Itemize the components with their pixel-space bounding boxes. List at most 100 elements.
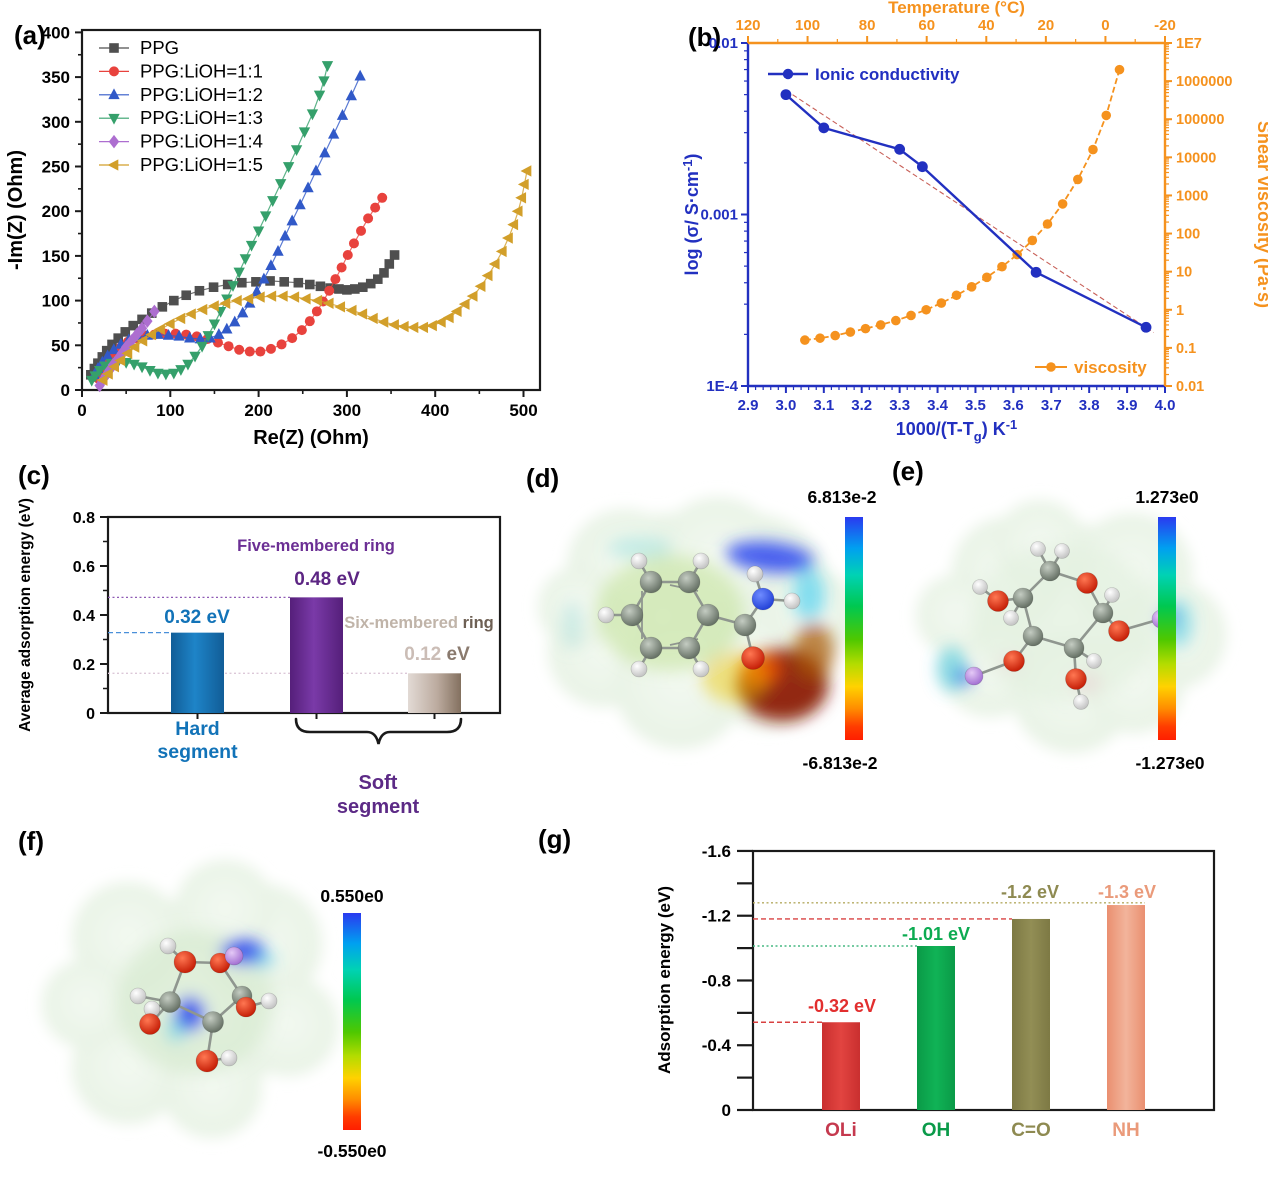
panel-e-atom-H (1003, 610, 1019, 626)
panel-d-atom-N (751, 587, 775, 611)
panel-e-colorbar-max: 1.273e0 (1135, 487, 1199, 507)
b-top-tick: 80 (859, 17, 876, 34)
b-ytick-right: 1E7 (1176, 36, 1202, 52)
panel-f-atom-H (220, 1049, 238, 1067)
panel-d-colorbar: 6.813e-2 -6.813e-2 (803, 487, 878, 773)
a-xtick: 200 (244, 401, 272, 420)
a-ytick: 150 (42, 247, 70, 266)
panel-f-atom-Li (224, 946, 244, 966)
a-xtick: 100 (156, 401, 184, 420)
b-series-viscosity (800, 64, 1125, 345)
panel-e-atom-C (1012, 587, 1034, 609)
esp-map-sugar-oli: 1.273e0 -1.273e0 (916, 487, 1226, 773)
c-bars (171, 597, 461, 713)
g-guide-lines (753, 902, 1145, 1023)
b-xtick: 2.9 (738, 397, 759, 414)
panel-f-atom-O (139, 1013, 161, 1035)
panel-d-atom-C (677, 570, 701, 594)
panel-a-label: (a) (14, 20, 46, 50)
a-ytick: 50 (51, 336, 70, 355)
g-ylabel: Adsorption energy (eV) (655, 886, 674, 1074)
c-brace-label: Soft (359, 772, 398, 794)
g-bars (822, 905, 1145, 1110)
panel-f-label: (f) (18, 826, 44, 856)
a-series-PPG:LiOH=1:5 (96, 165, 532, 386)
panel-f-atom-O (173, 950, 197, 974)
a-xtick: 400 (421, 401, 449, 420)
b-top-label: Temperature (°C) (888, 0, 1025, 17)
b-xtick: 3.8 (1079, 397, 1100, 414)
c-ytick: 0.8 (73, 510, 95, 527)
panel-f-atom-C (202, 1011, 224, 1033)
a-xtick: 300 (333, 401, 361, 420)
b-ytick-left: 0.01 (709, 35, 738, 52)
b-xtick: 3.5 (965, 397, 986, 414)
a-xtick: 500 (509, 401, 537, 420)
b-legend-viscosity: viscosity (1035, 358, 1147, 377)
g-ytick: -1.2 (702, 907, 731, 926)
g-category-NH: NH (1112, 1120, 1139, 1141)
a-ytick: 0 (61, 381, 70, 400)
panel-e-atom-H (1086, 653, 1102, 669)
g-category-C=O: C=O (1011, 1120, 1051, 1141)
panel-f-colorbar: 0.550e0 -0.550e0 (317, 886, 386, 1161)
g-ytick: -0.8 (702, 971, 731, 990)
panel-f-atom-H (129, 987, 147, 1005)
g-value-OH: -1.01 eV (902, 924, 970, 944)
b-ytick-right: 10 (1176, 265, 1192, 281)
g-bar-OLi (822, 1022, 860, 1110)
nyquist-plot: 0 100 200 300 400 500 0 50 100 150 200 250 300 350 400… (5, 23, 542, 449)
panel-d-atom-H (692, 552, 710, 570)
b-ytick-left: 1E-4 (706, 378, 738, 395)
b-xtick: 3.1 (813, 397, 834, 414)
c-annotations: 0.32 eV 0.48 eV 0.12 eV Five-membered ring S… (157, 537, 493, 818)
a-ytick: 350 (42, 68, 70, 87)
panel-e-atoms (964, 541, 1171, 710)
c-ytick: 0.2 (73, 657, 95, 674)
avg-adsorption-energy-bar-chart: 0 0.2 0.4 0.6 0.8 Average adsorption energy (… (17, 498, 502, 818)
a-legend-label: PPG:LiOH=1:2 (140, 84, 263, 105)
b-ylabel-right: Shear viscosity (Pa·s) (1254, 121, 1268, 308)
b-ytick-right: 10000 (1176, 150, 1216, 166)
a-xtick: 0 (77, 401, 86, 420)
panel-d-atoms (597, 552, 801, 678)
b-top-tick: 100 (795, 17, 820, 34)
a-xlabel: Re(Z) (Ohm) (253, 427, 369, 449)
panel-f-atom-H (159, 937, 177, 955)
panel-f-atoms (129, 937, 278, 1073)
a-legend-label: PPG:LiOH=1:1 (140, 60, 263, 81)
c-brace (294, 717, 463, 745)
b-top-tick: 60 (918, 17, 935, 34)
panel-f-atom-C (159, 991, 181, 1013)
panel-e-label: (e) (892, 456, 924, 486)
panel-d-atom-H (630, 660, 648, 678)
b-xtick: 3.2 (851, 397, 872, 414)
c-category-hard: Hard (175, 718, 219, 740)
a-legend-label: PPG:LiOH=1:4 (140, 131, 263, 152)
panel-f-atom-H (260, 992, 278, 1010)
panel-d-atom-C (677, 636, 701, 660)
panel-d-esp-patches (562, 537, 834, 721)
conductivity-viscosity-plot: 2.9 3.0 3.1 3.2 3.3 3.4 3.5 3.6 3.7 3.8 3.9 4.01000… (680, 0, 1268, 444)
g-bar-NH (1107, 905, 1145, 1110)
b-legend-label: Ionic conductivity (815, 65, 960, 84)
adsorption-energy-bar-chart: 0 -0.4 -0.8 -1.2 -1.6 Adsorption energy (eV) -… (655, 842, 1216, 1141)
b-ytick-right: 1000 (1176, 188, 1208, 204)
c-ytick: 0.6 (73, 559, 95, 576)
panel-d-atom-C (620, 603, 644, 627)
b-legend-conductivity: Ionic conductivity (768, 65, 960, 84)
g-ytick: -1.6 (702, 842, 731, 861)
panel-f-esp-patches (117, 930, 275, 1074)
a-series-PPG:LiOH=1:3 (86, 61, 334, 387)
panel-f-atom-O (195, 1049, 219, 1073)
c-ytick: 0 (86, 706, 95, 723)
panel-e-atom-H (972, 579, 988, 595)
panel-d-atom-C (639, 570, 663, 594)
a-legend-label: PPG (140, 37, 179, 58)
b-ytick-right: 0.1 (1176, 341, 1196, 357)
c-bar-five-membered-ring (290, 597, 343, 713)
g-bar-C=O (1012, 918, 1050, 1110)
b-xtick: 3.6 (1003, 397, 1024, 414)
